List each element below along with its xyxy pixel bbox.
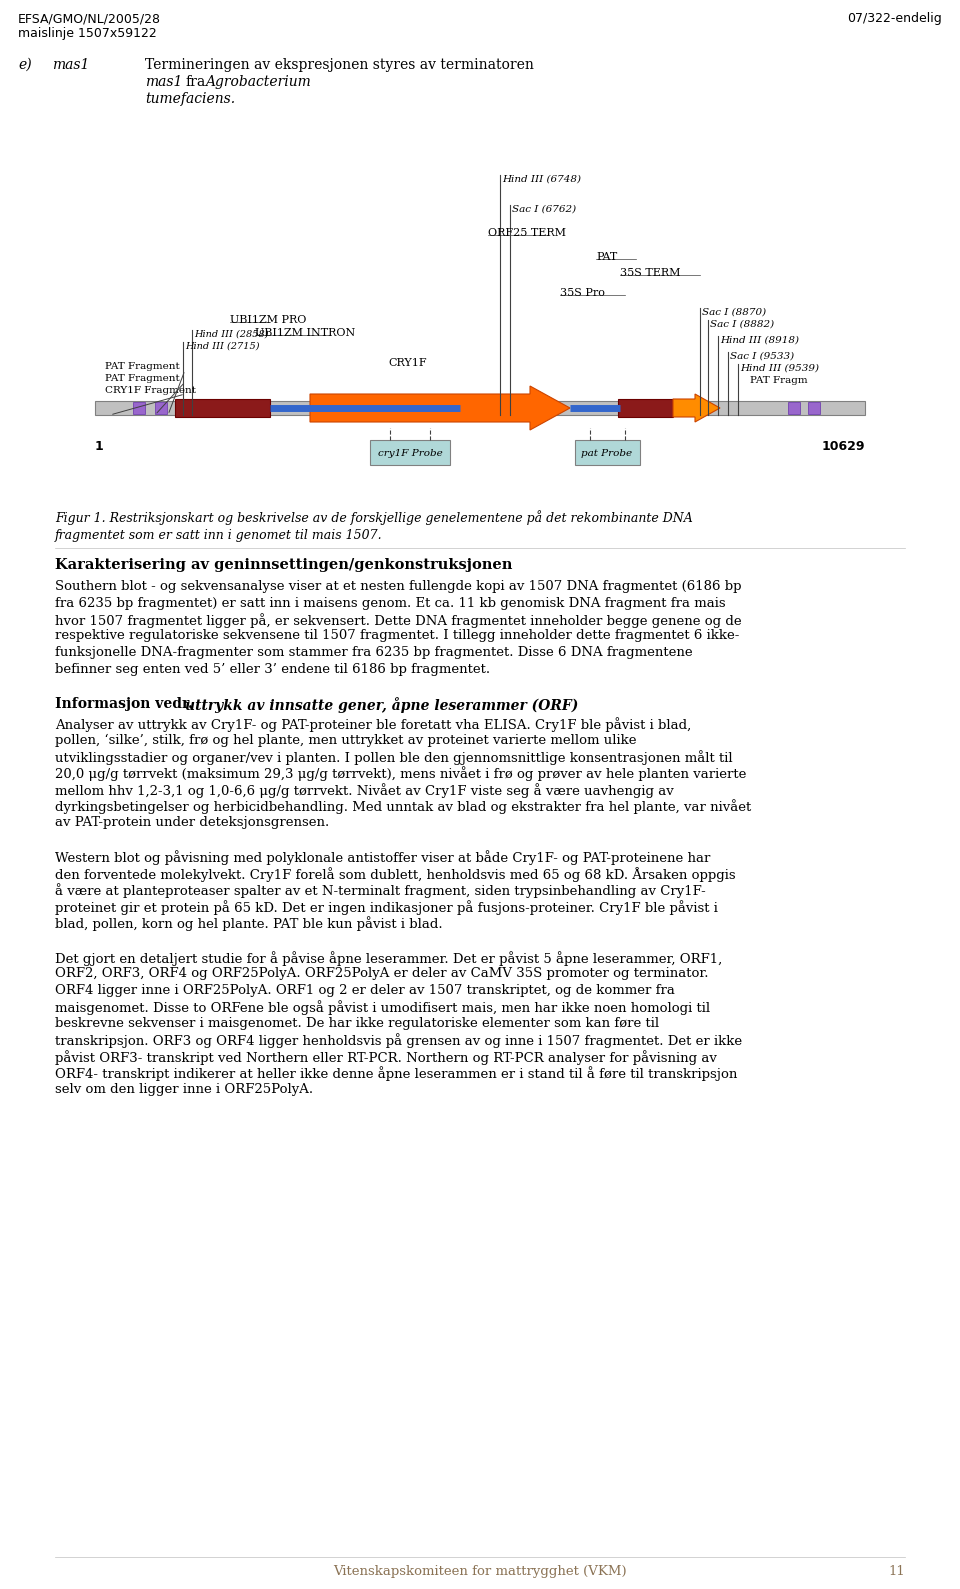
Text: ORF4 ligger inne i ORF25PolyA. ORF1 og 2 er deler av 1507 transkriptet, og de ko: ORF4 ligger inne i ORF25PolyA. ORF1 og 2… [55,984,675,996]
Text: respektive regulatoriske sekvensene til 1507 fragmentet. I tillegg inneholder de: respektive regulatoriske sekvensene til … [55,629,739,642]
Text: tumefaciens.: tumefaciens. [145,92,235,106]
Text: påvist ORF3- transkript ved Northern eller RT-PCR. Northern og RT-PCR analyser f: påvist ORF3- transkript ved Northern ell… [55,1050,717,1065]
Text: 11: 11 [888,1565,905,1578]
Text: funksjonelle DNA-fragmenter som stammer fra 6235 bp fragmentet. Disse 6 DNA frag: funksjonelle DNA-fragmenter som stammer … [55,647,692,659]
Text: selv om den ligger inne i ORF25PolyA.: selv om den ligger inne i ORF25PolyA. [55,1084,313,1096]
Text: pollen, ‘silke’, stilk, frø og hel plante, men uttrykket av proteinet varierte m: pollen, ‘silke’, stilk, frø og hel plant… [55,734,636,747]
Bar [95,400,865,415]
Text: Hind III (2715): Hind III (2715) [185,342,259,351]
Text: hvor 1507 fragmentet ligger på, er sekvensert. Dette DNA fragmentet inneholder b: hvor 1507 fragmentet ligger på, er sekve… [55,613,742,628]
Bar [618,399,673,416]
Text: PAT Fragment: PAT Fragment [105,362,180,370]
Text: 35S Pro: 35S Pro [560,288,605,299]
Text: Det gjort en detaljert studie for å påvise åpne leserammer. Det er påvist 5 åpne: Det gjort en detaljert studie for å påvi… [55,950,722,966]
Text: ORF25 TERM: ORF25 TERM [488,227,566,238]
Bar [175,399,270,416]
Text: 20,0 μg/g tørrvekt (maksimum 29,3 μg/g tørrvekt), mens nivået i frø og prøver av: 20,0 μg/g tørrvekt (maksimum 29,3 μg/g t… [55,766,746,782]
Text: 10629: 10629 [822,440,865,453]
Text: Western blot og påvisning med polyklonale antistoffer viser at både Cry1F- og PA: Western blot og påvisning med polyklonal… [55,850,710,866]
Text: Hind III (2858): Hind III (2858) [194,331,269,338]
Text: cry1F Probe: cry1F Probe [377,450,443,459]
Text: PAT Fragment: PAT Fragment [105,373,180,383]
Text: pat Probe: pat Probe [582,450,633,459]
Polygon shape [310,386,570,431]
Text: Sac I (8882): Sac I (8882) [710,319,774,329]
Bar [155,402,167,415]
Text: Hind III (8918): Hind III (8918) [720,335,799,345]
Text: utviklingsstadier og organer/vev i planten. I pollen ble den gjennomsnittlige ko: utviklingsstadier og organer/vev i plant… [55,750,732,764]
Text: Termineringen av ekspresjonen styres av terminatoren: Termineringen av ekspresjonen styres av … [145,59,534,72]
Text: 1: 1 [95,440,104,453]
Text: Agrobacterium: Agrobacterium [205,75,311,89]
Text: UBI1ZM INTRON: UBI1ZM INTRON [255,327,355,338]
Text: EFSA/GMO/NL/2005/28
maislinje 1507x59122: EFSA/GMO/NL/2005/28 maislinje 1507x59122 [18,13,161,40]
Text: dyrkingsbetingelser og herbicidbehandling. Med unntak av blad og ekstrakter fra : dyrkingsbetingelser og herbicidbehandlin… [55,799,752,815]
Text: Figur 1. Restriksjonskart og beskrivelse av de forskjellige genelementene på det: Figur 1. Restriksjonskart og beskrivelse… [55,510,693,542]
Text: fra: fra [185,75,205,89]
Text: Sac I (9533): Sac I (9533) [730,353,794,361]
Text: Hind III (9539): Hind III (9539) [740,364,819,373]
Text: proteinet gir et protein på 65 kD. Det er ingen indikasjoner på fusjons­proteine: proteinet gir et protein på 65 kD. Det e… [55,899,718,915]
Text: Southern blot - og sekvensanalyse viser at et nesten fullengde kopi av 1507 DNA : Southern blot - og sekvensanalyse viser … [55,580,741,593]
Text: Karakterisering av geninnsettingen/genkonstruksjonen: Karakterisering av geninnsettingen/genko… [55,558,513,572]
Text: beskrevne sekvenser i maisgenomet. De har ikke regulatoriske elementer som kan f: beskrevne sekvenser i maisgenomet. De ha… [55,1017,660,1030]
Text: blad, pollen, korn og hel plante. PAT ble kun påvist i blad.: blad, pollen, korn og hel plante. PAT bl… [55,917,443,931]
Text: Vitenskapskomiteen for mattrygghet (VKM): Vitenskapskomiteen for mattrygghet (VKM) [333,1565,627,1578]
Text: ORF2, ORF3, ORF4 og ORF25PolyA. ORF25PolyA er deler av CaMV 35S promoter og term: ORF2, ORF3, ORF4 og ORF25PolyA. ORF25Pol… [55,968,708,980]
Text: PAT: PAT [596,253,617,262]
Text: e): e) [18,59,32,72]
Text: Hind III (6748): Hind III (6748) [502,175,581,184]
Text: maisgenomet. Disse to ORFene ble også påvist i umodifisert mais, men har ikke no: maisgenomet. Disse to ORFene ble også på… [55,1001,710,1015]
Text: CRY1F Fragment: CRY1F Fragment [105,386,196,396]
Text: uttrykk av innsatte gener, åpne leserammer (ORF): uttrykk av innsatte gener, åpne leseramm… [185,698,578,713]
Bar [133,402,145,415]
Text: å være at planteproteaser spalter av et N-terminalt fragment, siden trypsinbehan: å være at planteproteaser spalter av et … [55,883,706,898]
Bar [808,402,820,415]
Bar [575,440,640,466]
Bar [370,440,450,466]
Text: Sac I (6762): Sac I (6762) [512,205,576,215]
Text: Sac I (8870): Sac I (8870) [702,308,766,316]
Text: mas1: mas1 [145,75,182,89]
Text: ORF4- transkript indikerer at heller ikke denne åpne leserammen er i stand til å: ORF4- transkript indikerer at heller ikk… [55,1066,737,1082]
Text: CRY1F: CRY1F [388,358,426,369]
Text: 35S TERM: 35S TERM [620,269,681,278]
Bar [788,402,800,415]
Text: befinner seg enten ved 5’ eller 3’ endene til 6186 bp fragmentet.: befinner seg enten ved 5’ eller 3’ enden… [55,663,491,675]
Text: mas1: mas1 [52,59,89,72]
Text: UBI1ZM PRO: UBI1ZM PRO [230,315,306,326]
Text: Analyser av uttrykk av Cry1F- og PAT-proteiner ble foretatt vha ELISA. Cry1F ble: Analyser av uttrykk av Cry1F- og PAT-pro… [55,717,691,733]
Text: transkripsjon. ORF3 og ORF4 ligger henholdsvis på grensen av og inne i 1507 frag: transkripsjon. ORF3 og ORF4 ligger henho… [55,1033,742,1049]
Text: den forventede molekylvekt. Cry1F forelå som dublett, henholdsvis med 65 og 68 k: den forventede molekylvekt. Cry1F forelå… [55,868,735,882]
Text: PAT Fragm: PAT Fragm [750,377,807,385]
Text: av PAT-protein under deteksjonsgrensen.: av PAT-protein under deteksjonsgrensen. [55,817,329,829]
Text: Informasjon vedr.: Informasjon vedr. [55,698,193,710]
Polygon shape [673,394,720,423]
Text: 07/322-endelig: 07/322-endelig [848,13,942,25]
Text: fra 6235 bp fragmentet) er satt inn i maisens genom. Et ca. 11 kb genomisk DNA f: fra 6235 bp fragmentet) er satt inn i ma… [55,596,726,610]
Text: mellom hhv 1,2-3,1 og 1,0-6,6 μg/g tørrvekt. Nivået av Cry1F viste seg å være ua: mellom hhv 1,2-3,1 og 1,0-6,6 μg/g tørrv… [55,783,674,798]
